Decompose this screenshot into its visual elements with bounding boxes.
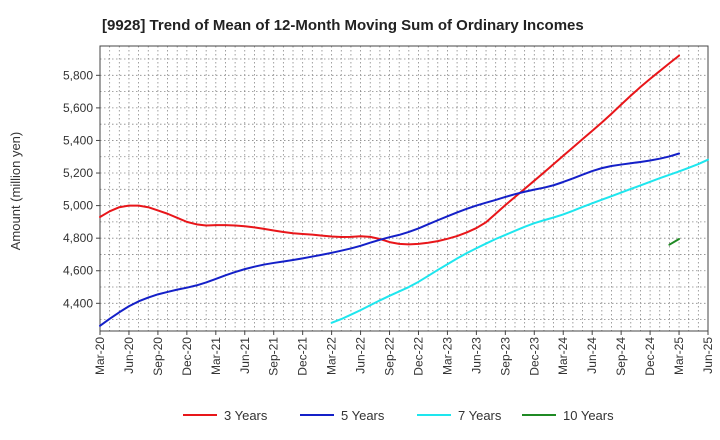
- legend-label-7-years: 7 Years: [458, 408, 502, 423]
- y-tick-label: 4,800: [63, 231, 93, 245]
- x-tick-label: Mar-24: [556, 337, 570, 375]
- x-tick-label: Mar-21: [209, 337, 223, 375]
- y-tick-label: 4,600: [63, 264, 93, 278]
- y-tick-label: 5,600: [63, 101, 93, 115]
- x-tick-label: Sep-21: [267, 337, 281, 376]
- y-axis-title: Amount (million yen): [8, 132, 23, 251]
- x-tick-label: Sep-22: [383, 337, 397, 376]
- x-tick-label: Jun-21: [238, 337, 252, 374]
- series-line-3-years: [99, 54, 681, 246]
- x-tick-label: Dec-21: [296, 337, 310, 376]
- y-tick-label: 5,800: [63, 68, 93, 82]
- x-tick-label: Dec-23: [527, 337, 541, 376]
- legend-label-10-years: 10 Years: [563, 408, 614, 423]
- x-tick-label: Sep-23: [498, 337, 512, 376]
- x-tick-label: Jun-24: [585, 337, 599, 374]
- series-line-5-years: [99, 152, 681, 327]
- y-tick-label: 5,400: [63, 133, 93, 147]
- x-tick-label: Mar-20: [93, 337, 107, 375]
- series-line-10-years: [668, 237, 681, 246]
- plot-frame: [99, 45, 709, 332]
- legend-label-3-years: 3 Years: [224, 408, 268, 423]
- x-tick-label: Mar-23: [440, 337, 454, 375]
- x-tick-label: Jun-22: [354, 337, 368, 374]
- x-tick-label: Mar-25: [672, 337, 686, 375]
- y-tick-label: 4,400: [63, 296, 93, 310]
- x-tick-label: Mar-22: [325, 337, 339, 375]
- x-tick-label: Sep-20: [151, 337, 165, 376]
- legend: 3 Years 5 Years 7 Years 10 Years: [183, 408, 614, 423]
- x-axis-ticks: Mar-20 Jun-20 Sep-20 Dec-20 Mar-21 Jun-21 Sep-…: [93, 331, 715, 376]
- x-tick-label: Jun-23: [469, 337, 483, 374]
- y-tick-label: 5,200: [63, 166, 93, 180]
- x-tick-label: Dec-20: [180, 337, 194, 376]
- x-tick-label: Dec-24: [643, 337, 657, 376]
- x-tick-label: Dec-22: [411, 337, 425, 376]
- x-tick-label: Jun-25: [701, 337, 715, 374]
- y-axis-ticks: 4,400 4,600 4,800 5,000 5,200 5,400 5,600 5,800: [63, 68, 100, 310]
- legend-label-5-years: 5 Years: [341, 408, 385, 423]
- chart-title: [9928] Trend of Mean of 12-Month Moving …: [102, 17, 584, 34]
- series-lines: [99, 54, 709, 327]
- series-line-7-years: [330, 158, 709, 324]
- x-tick-label: Sep-24: [614, 337, 628, 376]
- grid: [99, 46, 709, 331]
- y-tick-label: 5,000: [63, 199, 93, 213]
- x-tick-label: Jun-20: [122, 337, 136, 374]
